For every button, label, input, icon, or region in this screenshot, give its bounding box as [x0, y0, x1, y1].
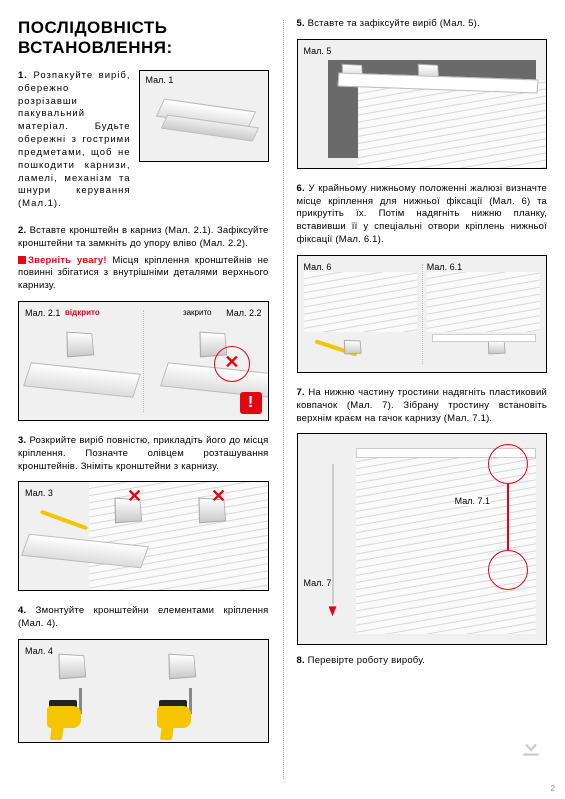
x-mark-icon: ✕ — [127, 486, 142, 507]
step-1-block: 1. Розпакуйте виріб, обережно розрізавши… — [18, 70, 269, 211]
step-1-body: Розпакуйте виріб, обережно розрізавши па… — [18, 70, 131, 209]
download-icon[interactable] — [509, 725, 553, 769]
figure-5-label: Мал. 5 — [304, 46, 332, 56]
step-2-body: Вставте кронштейн в карниз (Мал. 2.1). З… — [18, 225, 269, 249]
step-5-num: 5. — [297, 18, 305, 29]
alert-icon: ! — [240, 392, 262, 414]
step-1-text: 1. Розпакуйте виріб, обережно розрізавши… — [18, 70, 131, 211]
x-mark-icon: ✕ — [211, 486, 226, 507]
right-column: 5. Вставте та зафіксуйте виріб (Мал. 5).… — [283, 0, 565, 799]
step-8-text: 8. Перевірте роботу виробу. — [297, 655, 548, 668]
figure-4-label: Мал. 4 — [25, 646, 53, 656]
step-7-text: 7. На нижню частину тростини надягніть п… — [297, 387, 548, 425]
figure-7-label: Мал. 7 — [304, 578, 332, 588]
figure-2: Мал. 2.1 відкрито закрито Мал. 2.2 ✕ ! — [18, 301, 269, 421]
left-column: ПОСЛІДОВНІСТЬ ВСТАНОВЛЕННЯ: 1. Розпакуйт… — [0, 0, 283, 799]
step-6-body: У крайньому нижньому положенні жалюзі ви… — [297, 183, 548, 245]
figure-1: Мал. 1 — [139, 70, 269, 162]
figure-6: Мал. 6 Мал. 6.1 — [297, 255, 548, 373]
step-5-body: Вставте та зафіксуйте виріб (Мал. 5). — [308, 18, 480, 29]
warning-label: Зверніть увагу! — [28, 255, 107, 266]
step-3-text: 3. Розкрийте виріб повністю, прикладіть … — [18, 435, 269, 473]
page-title: ПОСЛІДОВНІСТЬ ВСТАНОВЛЕННЯ: — [18, 18, 269, 58]
step-2-num: 2. — [18, 225, 26, 236]
step-6-num: 6. — [297, 183, 305, 194]
closed-label: закрито — [183, 308, 212, 317]
step-2-warning: Зверніть увагу! Місця кріплення кронштей… — [18, 255, 269, 293]
figure-21-label: Мал. 2.1 — [25, 308, 60, 318]
step-4-num: 4. — [18, 605, 26, 616]
figure-5: Мал. 5 — [297, 39, 548, 169]
drill-icon — [39, 688, 89, 728]
figure-3-label: Мал. 3 — [25, 488, 53, 498]
step-7-num: 7. — [297, 387, 305, 398]
step-4-body: Змонтуйте кронштейни елементами кріпленн… — [18, 605, 269, 629]
step-3-body: Розкрийте виріб повністю, прикладіть йог… — [18, 435, 269, 472]
x-mark-icon: ✕ — [224, 352, 239, 373]
step-6-text: 6. У крайньому нижньому положенні жалюзі… — [297, 183, 548, 247]
step-4-text: 4. Змонтуйте кронштейни елементами кріпл… — [18, 605, 269, 631]
figure-4: Мал. 4 — [18, 639, 269, 743]
figure-22-label: Мал. 2.2 — [226, 308, 261, 318]
figure-3: Мал. 3 ✕ ✕ — [18, 481, 269, 591]
warning-icon — [18, 256, 26, 264]
open-label: відкрито — [65, 308, 100, 317]
figure-6-label: Мал. 6 — [304, 262, 332, 272]
step-2-text: 2. Вставте кронштейн в карниз (Мал. 2.1)… — [18, 225, 269, 251]
figure-7: Мал. 7 Мал. 7.1 — [297, 433, 548, 645]
step-8-body: Перевірте роботу виробу. — [308, 655, 425, 666]
step-5-text: 5. Вставте та зафіксуйте виріб (Мал. 5). — [297, 18, 548, 31]
figure-71-label: Мал. 7.1 — [455, 496, 490, 506]
step-7-body: На нижню частину тростини надягніть плас… — [297, 387, 548, 424]
step-8-num: 8. — [297, 655, 305, 666]
page-number: 2 — [551, 784, 555, 793]
step-1-num: 1. — [18, 70, 28, 81]
step-3-num: 3. — [18, 435, 26, 446]
drill-icon — [149, 688, 199, 728]
figure-61-label: Мал. 6.1 — [427, 262, 462, 272]
figure-1-label: Мал. 1 — [146, 75, 174, 85]
